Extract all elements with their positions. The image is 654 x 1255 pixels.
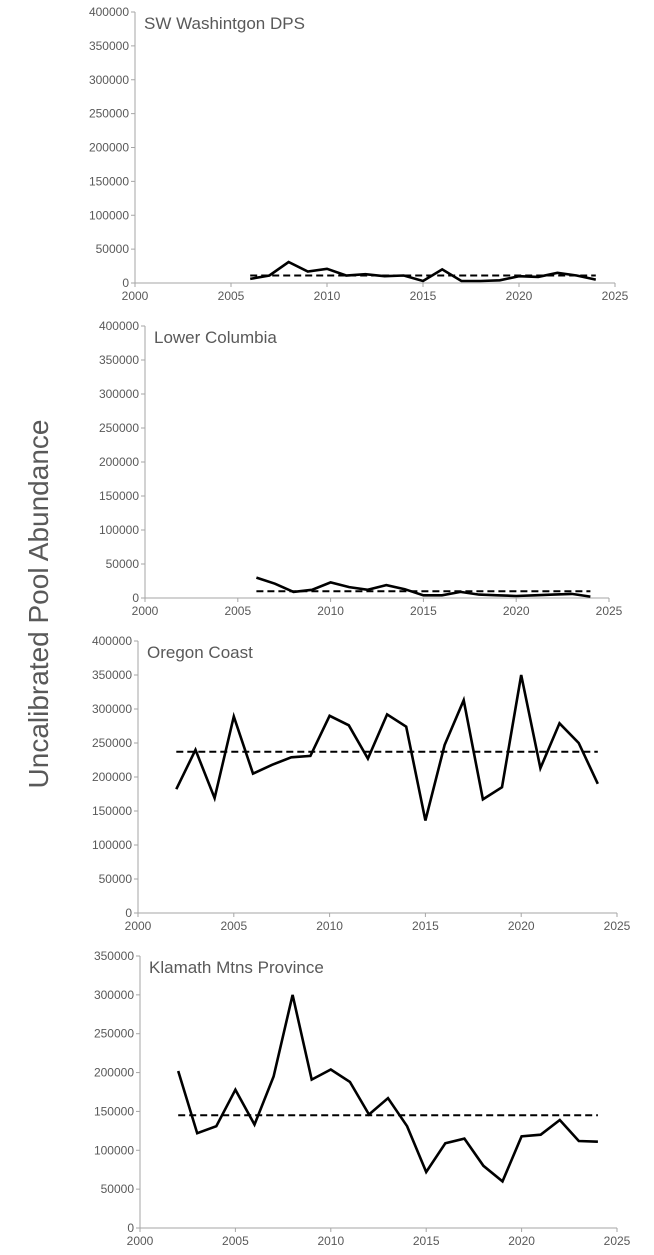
x-tick-label: 2005 bbox=[224, 604, 251, 618]
abundance-line bbox=[175, 674, 599, 821]
x-tick-label: 2015 bbox=[412, 919, 439, 933]
panel-title: SW Washintgon DPS bbox=[144, 14, 305, 33]
x-tick-label: 2000 bbox=[127, 1234, 154, 1248]
x-tick-label: 2025 bbox=[604, 919, 631, 933]
x-tick-label: 2005 bbox=[218, 289, 245, 303]
y-tick-label: 50000 bbox=[99, 872, 133, 886]
panel-title: Klamath Mtns Province bbox=[149, 958, 324, 977]
x-tick-label: 2025 bbox=[602, 289, 629, 303]
y-tick-label: 350000 bbox=[99, 353, 139, 367]
x-tick-label: 2010 bbox=[317, 1234, 344, 1248]
x-tick-label: 2025 bbox=[596, 604, 623, 618]
y-tick-label: 300000 bbox=[92, 702, 132, 716]
abundance-line bbox=[249, 260, 597, 283]
y-tick-label: 50000 bbox=[106, 557, 140, 571]
x-tick-label: 2025 bbox=[604, 1234, 631, 1248]
x-tick-label: 2005 bbox=[222, 1234, 249, 1248]
y-tick-label: 0 bbox=[127, 1221, 134, 1235]
panel-third: 0 50000 100000 150000 200000 250000 300000 3500… bbox=[92, 634, 631, 933]
panel-first: 0 50000 100000 150000 200000 250000 300000 3500… bbox=[89, 5, 629, 303]
y-tick-label: 200000 bbox=[94, 1066, 134, 1080]
y-tick-label: 350000 bbox=[89, 39, 129, 53]
x-tick-label: 2000 bbox=[132, 604, 159, 618]
y-tick-label: 100000 bbox=[99, 523, 139, 537]
y-tick-label: 250000 bbox=[99, 421, 139, 435]
y-tick-label: 250000 bbox=[92, 736, 132, 750]
y-tick-label: 0 bbox=[125, 906, 132, 920]
x-tick-label: 2000 bbox=[122, 289, 149, 303]
y-tick-label: 0 bbox=[132, 591, 139, 605]
y-tick-label: 350000 bbox=[94, 949, 134, 963]
y-tick-label: 350000 bbox=[92, 668, 132, 682]
y-tick-label: 150000 bbox=[94, 1104, 134, 1118]
x-tick-label: 2010 bbox=[314, 289, 341, 303]
y-tick-label: 200000 bbox=[99, 455, 139, 469]
y-tick-label: 300000 bbox=[99, 387, 139, 401]
panel-second: 0 50000 100000 150000 200000 250000 300000 3500… bbox=[99, 319, 623, 618]
y-tick-label: 100000 bbox=[94, 1143, 134, 1157]
y-tick-label: 50000 bbox=[96, 242, 130, 256]
abundance-line bbox=[255, 576, 591, 598]
y-tick-label: 150000 bbox=[99, 489, 139, 503]
x-tick-label: 2015 bbox=[410, 289, 437, 303]
x-tick-label: 2020 bbox=[506, 289, 533, 303]
abundance-line bbox=[176, 994, 598, 1184]
y-tick-label: 50000 bbox=[101, 1182, 135, 1196]
x-tick-label: 2020 bbox=[503, 604, 530, 618]
x-tick-label: 2010 bbox=[316, 919, 343, 933]
y-tick-label: 200000 bbox=[92, 770, 132, 784]
y-tick-label: 250000 bbox=[89, 107, 129, 121]
y-tick-label: 300000 bbox=[94, 988, 134, 1002]
panel-fourth: 0 50000 100000 150000 200000 250000 300000 3500… bbox=[94, 949, 631, 1248]
x-tick-label: 2020 bbox=[508, 1234, 535, 1248]
y-tick-label: 400000 bbox=[89, 5, 129, 19]
x-tick-label: 2015 bbox=[410, 604, 437, 618]
y-tick-label: 150000 bbox=[92, 804, 132, 818]
y-tick-label: 100000 bbox=[92, 838, 132, 852]
panel-title: Lower Columbia bbox=[154, 328, 277, 347]
y-tick-label: 300000 bbox=[89, 73, 129, 87]
y-tick-label: 250000 bbox=[94, 1027, 134, 1041]
x-tick-label: 2020 bbox=[508, 919, 535, 933]
panel-title: Oregon Coast bbox=[147, 643, 253, 662]
y-tick-label: 150000 bbox=[89, 174, 129, 188]
y-tick-label: 400000 bbox=[92, 634, 132, 648]
y-tick-label: 200000 bbox=[89, 141, 129, 155]
y-tick-label: 400000 bbox=[99, 319, 139, 333]
x-tick-label: 2000 bbox=[125, 919, 152, 933]
x-tick-label: 2010 bbox=[317, 604, 344, 618]
x-tick-label: 2005 bbox=[220, 919, 247, 933]
y-tick-label: 0 bbox=[122, 276, 129, 290]
y-tick-label: 100000 bbox=[89, 208, 129, 222]
x-tick-label: 2015 bbox=[413, 1234, 440, 1248]
y-axis-title: Uncalibrated Pool Abundance bbox=[23, 420, 54, 789]
